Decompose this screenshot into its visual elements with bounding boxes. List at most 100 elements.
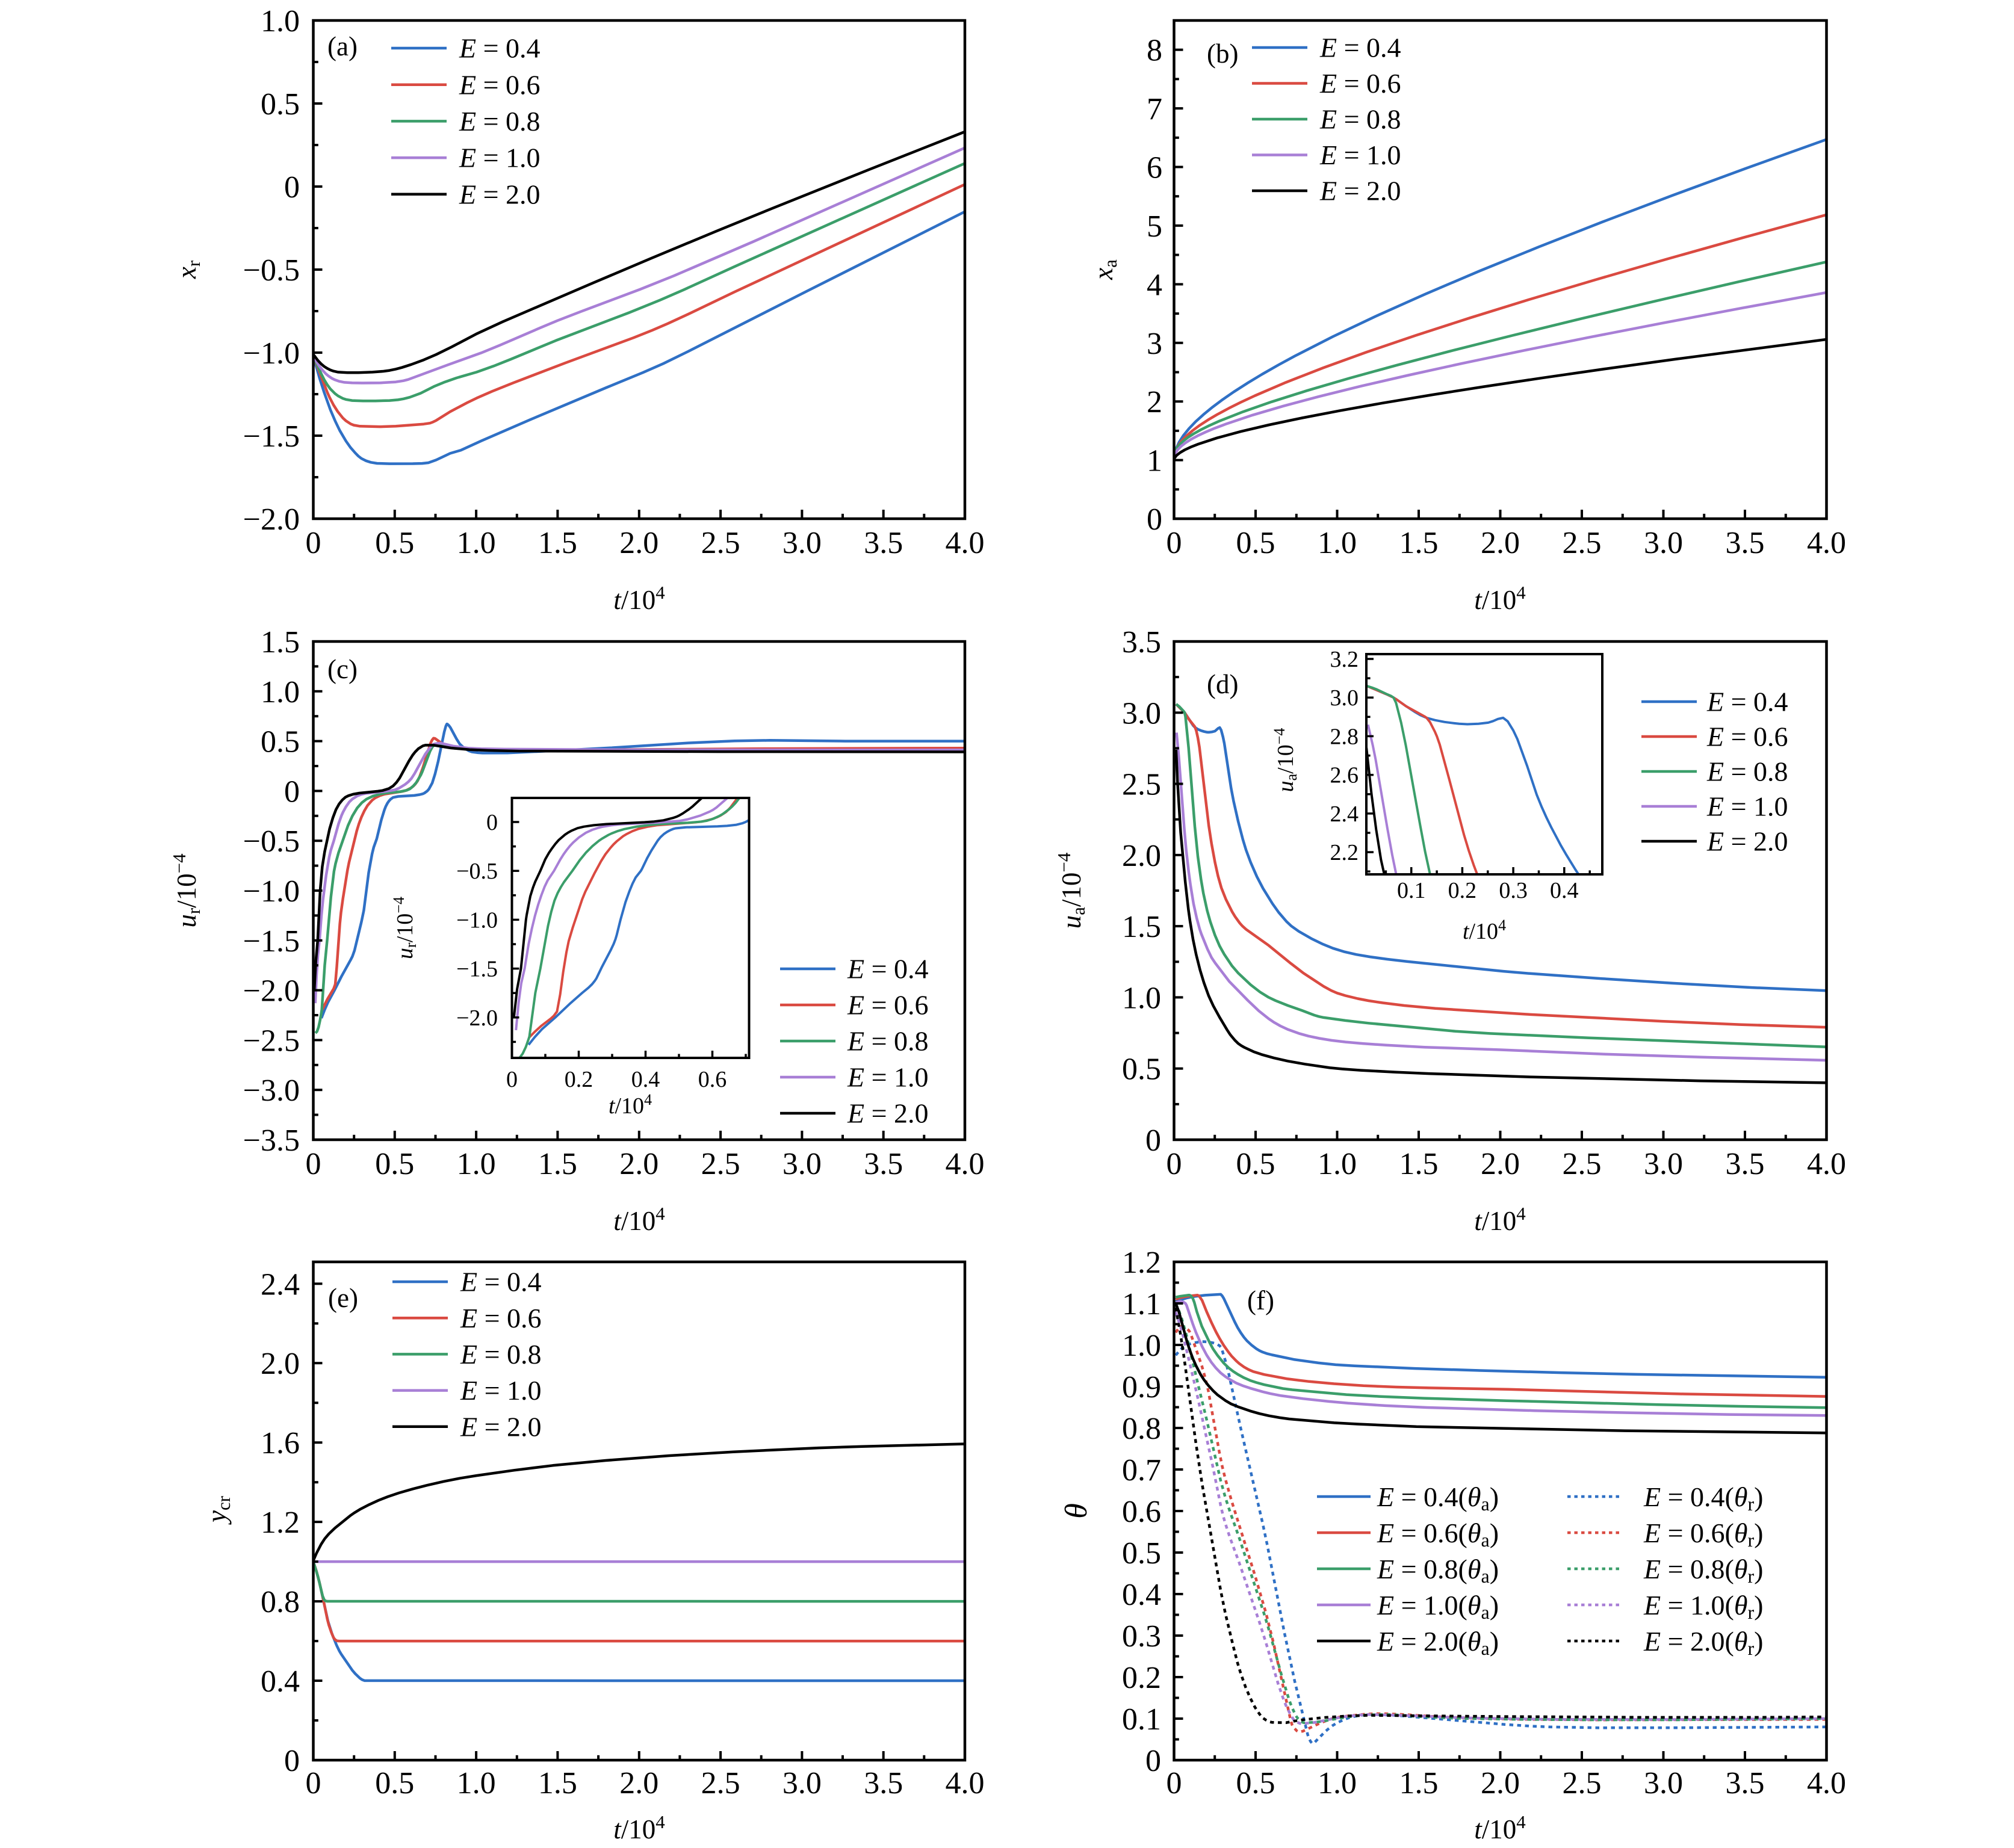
svg-text:(e): (e) — [328, 1283, 358, 1313]
svg-text:ycr: ycr — [202, 1495, 234, 1525]
svg-text:−0.5: −0.5 — [243, 253, 300, 288]
svg-text:E = 0.6: E = 0.6 — [459, 69, 541, 100]
svg-text:1.5: 1.5 — [538, 1147, 577, 1181]
svg-text:1.5: 1.5 — [1399, 1766, 1439, 1800]
svg-text:1.0: 1.0 — [1318, 1147, 1357, 1181]
svg-text:0: 0 — [306, 1147, 321, 1181]
svg-text:E = 1.0: E = 1.0 — [459, 143, 541, 173]
svg-text:3.0: 3.0 — [1644, 1147, 1683, 1181]
svg-text:0.8: 0.8 — [1122, 1412, 1161, 1446]
svg-text:1.5: 1.5 — [1399, 1147, 1439, 1181]
svg-text:E = 0.8(θr): E = 0.8(θr) — [1643, 1554, 1763, 1587]
svg-text:−0.5: −0.5 — [243, 824, 300, 859]
svg-text:0: 0 — [1147, 502, 1162, 537]
svg-text:2.5: 2.5 — [701, 526, 740, 560]
svg-text:(d): (d) — [1207, 669, 1238, 699]
svg-text:0.3: 0.3 — [1122, 1619, 1161, 1654]
svg-text:4.0: 4.0 — [1807, 1147, 1846, 1181]
svg-text:2.4: 2.4 — [261, 1267, 300, 1302]
svg-text:E = 1.0: E = 1.0 — [460, 1375, 542, 1406]
svg-text:0.6: 0.6 — [698, 1067, 727, 1092]
svg-text:0.5: 0.5 — [375, 1147, 414, 1181]
svg-text:3.5: 3.5 — [864, 1766, 903, 1800]
svg-text:−1.5: −1.5 — [243, 924, 300, 959]
svg-text:0: 0 — [1145, 1744, 1161, 1778]
svg-text:3.0: 3.0 — [782, 1147, 822, 1181]
svg-text:2: 2 — [1147, 385, 1162, 419]
svg-text:−2.0: −2.0 — [243, 502, 300, 537]
svg-text:2.0: 2.0 — [1481, 1147, 1520, 1181]
svg-text:1.5: 1.5 — [1122, 910, 1161, 944]
svg-text:1.2: 1.2 — [261, 1506, 300, 1540]
svg-text:−2.0: −2.0 — [456, 1006, 498, 1031]
svg-text:2.0: 2.0 — [1122, 839, 1161, 873]
svg-text:2.0: 2.0 — [619, 1147, 658, 1181]
svg-text:6: 6 — [1147, 151, 1162, 185]
svg-text:ua/10−4: ua/10−4 — [1271, 728, 1300, 793]
svg-text:2.5: 2.5 — [701, 1147, 740, 1181]
svg-text:2.5: 2.5 — [701, 1766, 740, 1800]
svg-text:−1.0: −1.0 — [456, 907, 498, 933]
svg-text:3.5: 3.5 — [1726, 1147, 1765, 1181]
svg-text:2.5: 2.5 — [1122, 768, 1161, 802]
svg-text:E = 0.6: E = 0.6 — [1706, 722, 1788, 752]
svg-text:1.0: 1.0 — [1122, 1329, 1161, 1363]
svg-text:xa: xa — [1088, 259, 1121, 280]
svg-text:0.5: 0.5 — [261, 725, 300, 759]
svg-text:−2.0: −2.0 — [243, 974, 300, 1009]
svg-text:0.8: 0.8 — [261, 1585, 300, 1619]
svg-text:0: 0 — [306, 526, 321, 560]
svg-text:(a): (a) — [327, 31, 358, 61]
svg-text:E = 0.8: E = 0.8 — [847, 1026, 929, 1057]
svg-text:0.1: 0.1 — [1122, 1702, 1161, 1737]
svg-text:E = 0.8: E = 0.8 — [460, 1339, 542, 1370]
svg-text:E = 0.6: E = 0.6 — [847, 990, 929, 1021]
svg-text:0: 0 — [1145, 1123, 1161, 1158]
svg-text:1.2: 1.2 — [1122, 1246, 1161, 1280]
svg-text:0.5: 0.5 — [1236, 1147, 1275, 1181]
svg-text:2.5: 2.5 — [1563, 1147, 1602, 1181]
svg-text:−1.5: −1.5 — [243, 419, 300, 454]
svg-text:3.0: 3.0 — [1330, 685, 1359, 711]
svg-text:E = 0.6(θa): E = 0.6(θa) — [1377, 1518, 1499, 1551]
svg-text:0: 0 — [306, 1766, 321, 1800]
svg-text:E = 0.6: E = 0.6 — [460, 1303, 542, 1333]
svg-text:1.1: 1.1 — [1122, 1287, 1161, 1321]
svg-text:E = 2.0(θa): E = 2.0(θa) — [1377, 1626, 1499, 1659]
svg-text:0.7: 0.7 — [1122, 1453, 1161, 1488]
svg-text:t/104: t/104 — [609, 1091, 652, 1119]
svg-text:0.5: 0.5 — [261, 87, 300, 122]
svg-text:2.0: 2.0 — [1481, 1766, 1520, 1800]
svg-text:E = 0.8: E = 0.8 — [1319, 104, 1401, 135]
svg-text:xr: xr — [172, 260, 204, 279]
svg-text:0.5: 0.5 — [1236, 1766, 1275, 1800]
svg-text:0.6: 0.6 — [1122, 1495, 1161, 1529]
svg-text:0.4: 0.4 — [631, 1067, 660, 1092]
svg-text:E = 0.4: E = 0.4 — [847, 954, 929, 984]
svg-text:2.0: 2.0 — [261, 1347, 300, 1381]
svg-text:−3.5: −3.5 — [243, 1123, 300, 1158]
svg-text:1.0: 1.0 — [1318, 526, 1357, 560]
svg-text:E = 2.0: E = 2.0 — [1706, 826, 1788, 857]
svg-text:E = 0.4: E = 0.4 — [1706, 687, 1788, 717]
svg-text:0: 0 — [506, 1067, 518, 1092]
svg-text:1.0: 1.0 — [261, 4, 300, 39]
svg-text:0.5: 0.5 — [1122, 1536, 1161, 1571]
svg-text:(c): (c) — [327, 654, 358, 684]
svg-text:3.5: 3.5 — [864, 1147, 903, 1181]
svg-text:E = 0.8: E = 0.8 — [459, 106, 541, 137]
svg-text:4: 4 — [1147, 268, 1162, 302]
svg-text:E = 1.0: E = 1.0 — [1319, 140, 1401, 170]
svg-text:3.5: 3.5 — [1726, 526, 1765, 560]
svg-text:ur/10−4: ur/10−4 — [169, 853, 204, 928]
svg-text:4.0: 4.0 — [1807, 526, 1846, 560]
svg-text:1.5: 1.5 — [538, 1766, 577, 1800]
svg-text:3.0: 3.0 — [782, 526, 822, 560]
svg-text:1.5: 1.5 — [538, 526, 577, 560]
svg-text:1.0: 1.0 — [261, 675, 300, 709]
svg-text:0.3: 0.3 — [1499, 878, 1528, 903]
svg-text:0: 0 — [1167, 1766, 1182, 1800]
svg-text:3.0: 3.0 — [1122, 696, 1161, 731]
svg-text:0.2: 0.2 — [565, 1067, 593, 1092]
svg-text:0: 0 — [1167, 1147, 1182, 1181]
